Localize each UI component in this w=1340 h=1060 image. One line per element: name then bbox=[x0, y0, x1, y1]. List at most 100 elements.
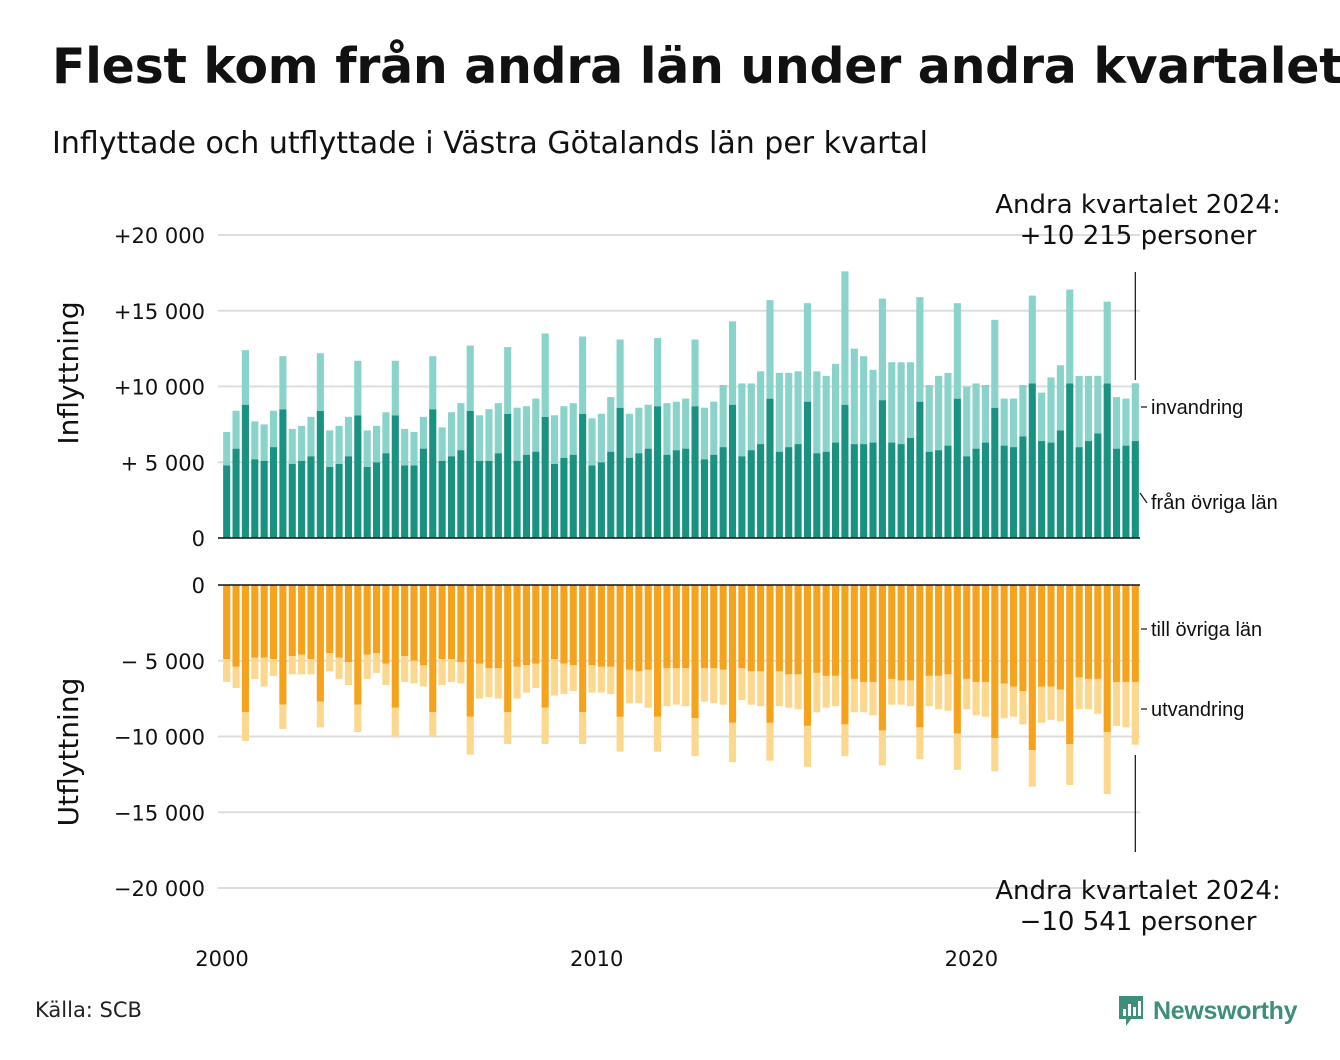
bar-inflow-immigration bbox=[326, 430, 334, 467]
chart-title: Flest kom från andra län under andra kva… bbox=[52, 38, 1340, 95]
bar-outflow-emigration bbox=[251, 657, 259, 679]
bar-inflow-immigration bbox=[1028, 295, 1036, 384]
bar-inflow-immigration bbox=[1094, 375, 1102, 434]
bar-outflow-domestic bbox=[241, 585, 249, 713]
bar-inflow-domestic bbox=[232, 448, 240, 538]
bar-inflow-domestic bbox=[775, 451, 783, 538]
bar-inflow-domestic bbox=[579, 413, 587, 538]
bar-inflow-domestic bbox=[981, 442, 989, 538]
bar-inflow-domestic bbox=[326, 466, 334, 538]
bar-inflow-immigration bbox=[550, 415, 559, 464]
bar-inflow-domestic bbox=[597, 462, 605, 538]
bar-outflow-domestic bbox=[532, 585, 540, 664]
bar-inflow-immigration bbox=[738, 383, 746, 457]
bar-inflow-domestic bbox=[719, 447, 727, 538]
bar-outflow-domestic bbox=[223, 585, 231, 660]
bar-inflow-immigration bbox=[1066, 289, 1074, 384]
bar-outflow-domestic bbox=[672, 585, 680, 669]
bar-inflow-domestic bbox=[766, 398, 774, 538]
bar-outflow-domestic bbox=[925, 585, 933, 676]
bar-outflow-emigration bbox=[738, 668, 746, 701]
bar-outflow-domestic bbox=[260, 585, 268, 658]
bar-outflow-emigration bbox=[635, 671, 643, 704]
bar-outflow-domestic bbox=[410, 585, 418, 661]
bar-inflow-domestic bbox=[251, 459, 259, 538]
bar-outflow-domestic bbox=[429, 585, 437, 713]
bar-outflow-domestic bbox=[719, 585, 727, 670]
bar-outflow-emigration bbox=[663, 668, 671, 707]
bar-outflow-domestic bbox=[700, 585, 708, 669]
bar-outflow-emigration bbox=[260, 657, 268, 687]
bar-outflow-domestic bbox=[785, 585, 793, 675]
bar-inflow-domestic bbox=[241, 404, 249, 538]
bar-outflow-emigration bbox=[279, 704, 287, 729]
bar-outflow-domestic bbox=[597, 585, 605, 667]
bar-inflow-immigration bbox=[260, 424, 268, 461]
bar-outflow-domestic bbox=[354, 585, 362, 705]
bar-inflow-immigration bbox=[850, 348, 858, 445]
bar-inflow-immigration bbox=[1047, 377, 1055, 443]
bar-inflow-domestic bbox=[335, 463, 343, 538]
bar-outflow-emigration bbox=[354, 704, 362, 732]
bar-inflow-immigration bbox=[991, 319, 999, 408]
bar-inflow-immigration bbox=[822, 375, 830, 452]
bar-inflow-immigration bbox=[644, 404, 652, 449]
bar-inflow-domestic bbox=[1131, 441, 1139, 538]
bar-inflow-immigration bbox=[1122, 398, 1130, 446]
bar-inflow-domestic bbox=[654, 406, 662, 538]
bar-inflow-immigration bbox=[232, 410, 240, 449]
bar-inflow-immigration bbox=[447, 412, 456, 457]
bar-outflow-domestic bbox=[363, 585, 371, 655]
bar-inflow-domestic bbox=[410, 465, 418, 538]
bar-inflow-domestic bbox=[419, 448, 427, 538]
bar-outflow-emigration bbox=[916, 727, 924, 760]
bar-inflow-immigration bbox=[560, 406, 568, 458]
bar-inflow-domestic bbox=[822, 451, 830, 538]
y-tick-label: 0 bbox=[192, 574, 205, 598]
bar-inflow-immigration bbox=[363, 430, 371, 467]
bar-inflow-immigration bbox=[860, 356, 868, 445]
bar-inflow-immigration bbox=[485, 409, 493, 461]
bar-inflow-immigration bbox=[616, 339, 624, 408]
legend-label: invandring bbox=[1151, 397, 1243, 419]
bar-inflow-immigration bbox=[410, 431, 418, 466]
bar-outflow-domestic bbox=[878, 585, 886, 731]
bar-inflow-domestic bbox=[344, 456, 353, 538]
bar-outflow-emigration bbox=[419, 665, 427, 687]
bar-inflow-immigration bbox=[1084, 375, 1093, 442]
bar-inflow-immigration bbox=[1038, 392, 1046, 442]
bar-outflow-emigration bbox=[241, 712, 249, 742]
y-tick-label: −20 000 bbox=[114, 877, 205, 901]
bar-outflow-domestic bbox=[326, 585, 334, 654]
bar-outflow-emigration bbox=[504, 712, 512, 745]
bar-outflow-domestic bbox=[307, 585, 315, 660]
bar-inflow-immigration bbox=[672, 401, 680, 451]
bar-inflow-immigration bbox=[916, 297, 924, 402]
bar-outflow-emigration bbox=[269, 659, 278, 676]
bar-outflow-emigration bbox=[803, 725, 812, 767]
bar-inflow-domestic bbox=[972, 448, 980, 538]
bar-outflow-emigration bbox=[1000, 683, 1008, 719]
bar-inflow-immigration bbox=[373, 425, 381, 463]
bar-outflow-domestic bbox=[860, 585, 868, 682]
bar-outflow-emigration bbox=[700, 668, 708, 702]
bar-outflow-domestic bbox=[1094, 585, 1102, 679]
bar-inflow-domestic bbox=[682, 448, 690, 538]
annotation-bottom-line1: Andra kvartalet 2024: bbox=[995, 876, 1280, 906]
bar-inflow-immigration bbox=[625, 413, 634, 458]
bar-inflow-domestic bbox=[457, 450, 465, 538]
bar-inflow-domestic bbox=[803, 401, 812, 538]
bar-inflow-immigration bbox=[700, 407, 708, 460]
bar-outflow-emigration bbox=[1084, 678, 1093, 710]
bar-outflow-domestic bbox=[1028, 585, 1036, 751]
bar-inflow-domestic bbox=[307, 456, 315, 538]
bar-inflow-domestic bbox=[832, 442, 840, 538]
bar-outflow-domestic bbox=[710, 585, 718, 669]
bar-inflow-immigration bbox=[316, 353, 324, 411]
bar-outflow-emigration bbox=[223, 659, 231, 682]
bar-outflow-domestic bbox=[916, 585, 924, 728]
bar-inflow-domestic bbox=[532, 451, 540, 538]
bar-outflow-emigration bbox=[607, 666, 615, 695]
bar-inflow-immigration bbox=[1113, 397, 1121, 449]
bar-inflow-immigration bbox=[757, 371, 765, 445]
